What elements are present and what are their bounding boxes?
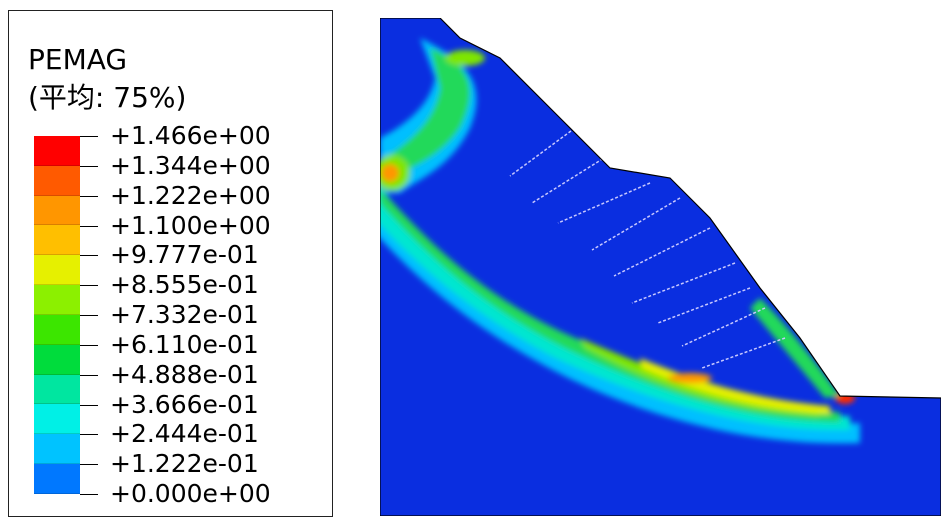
color-swatch xyxy=(34,434,80,465)
color-scale-bar xyxy=(34,136,80,494)
scale-tick xyxy=(80,165,98,167)
scale-tick xyxy=(80,255,98,257)
legend-subtitle: (平均: 75%) xyxy=(28,81,187,114)
color-swatch xyxy=(34,136,80,166)
scale-tick xyxy=(80,374,98,376)
color-swatch xyxy=(34,255,80,286)
scale-tick xyxy=(80,225,98,227)
scale-tick xyxy=(80,434,98,436)
scale-label: +3.666e-01 xyxy=(110,389,259,419)
scale-label: +6.110e-01 xyxy=(110,329,259,359)
scale-tick xyxy=(80,494,98,495)
color-swatch xyxy=(34,374,80,405)
scale-tick xyxy=(80,464,98,466)
color-swatch xyxy=(34,344,80,375)
scale-label: +1.100e+00 xyxy=(110,210,271,240)
color-swatch xyxy=(34,404,80,435)
scale-tick xyxy=(80,285,98,287)
scale-tick xyxy=(80,315,98,316)
scale-label: +2.444e-01 xyxy=(110,419,259,449)
scale-label: +1.466e+00 xyxy=(110,121,271,150)
scale-tick xyxy=(80,195,98,197)
scale-tick xyxy=(80,404,98,406)
scale-tick xyxy=(80,344,98,346)
scale-label: +4.888e-01 xyxy=(110,359,259,389)
model-outline xyxy=(380,18,941,516)
contour-plot xyxy=(380,18,941,516)
contour-bands xyxy=(380,38,860,444)
color-swatch xyxy=(34,285,80,315)
color-swatch xyxy=(34,464,80,494)
color-swatch xyxy=(34,314,80,345)
scale-label: +7.332e-01 xyxy=(110,300,259,329)
scale-label: +0.000e+00 xyxy=(110,479,271,508)
scale-label: +1.222e+00 xyxy=(110,180,271,210)
color-scale-ticks xyxy=(80,136,100,495)
scale-label: +1.344e+00 xyxy=(110,150,271,180)
color-swatch xyxy=(34,165,80,196)
scale-label: +8.555e-01 xyxy=(110,270,259,300)
scale-tick xyxy=(80,136,98,137)
color-swatch xyxy=(34,225,80,256)
color-swatch xyxy=(34,195,80,226)
scale-label: +1.222e-01 xyxy=(110,449,259,479)
legend-title: PEMAG xyxy=(28,43,128,76)
scale-label: +9.777e-01 xyxy=(110,240,259,270)
slope-model xyxy=(380,18,941,516)
